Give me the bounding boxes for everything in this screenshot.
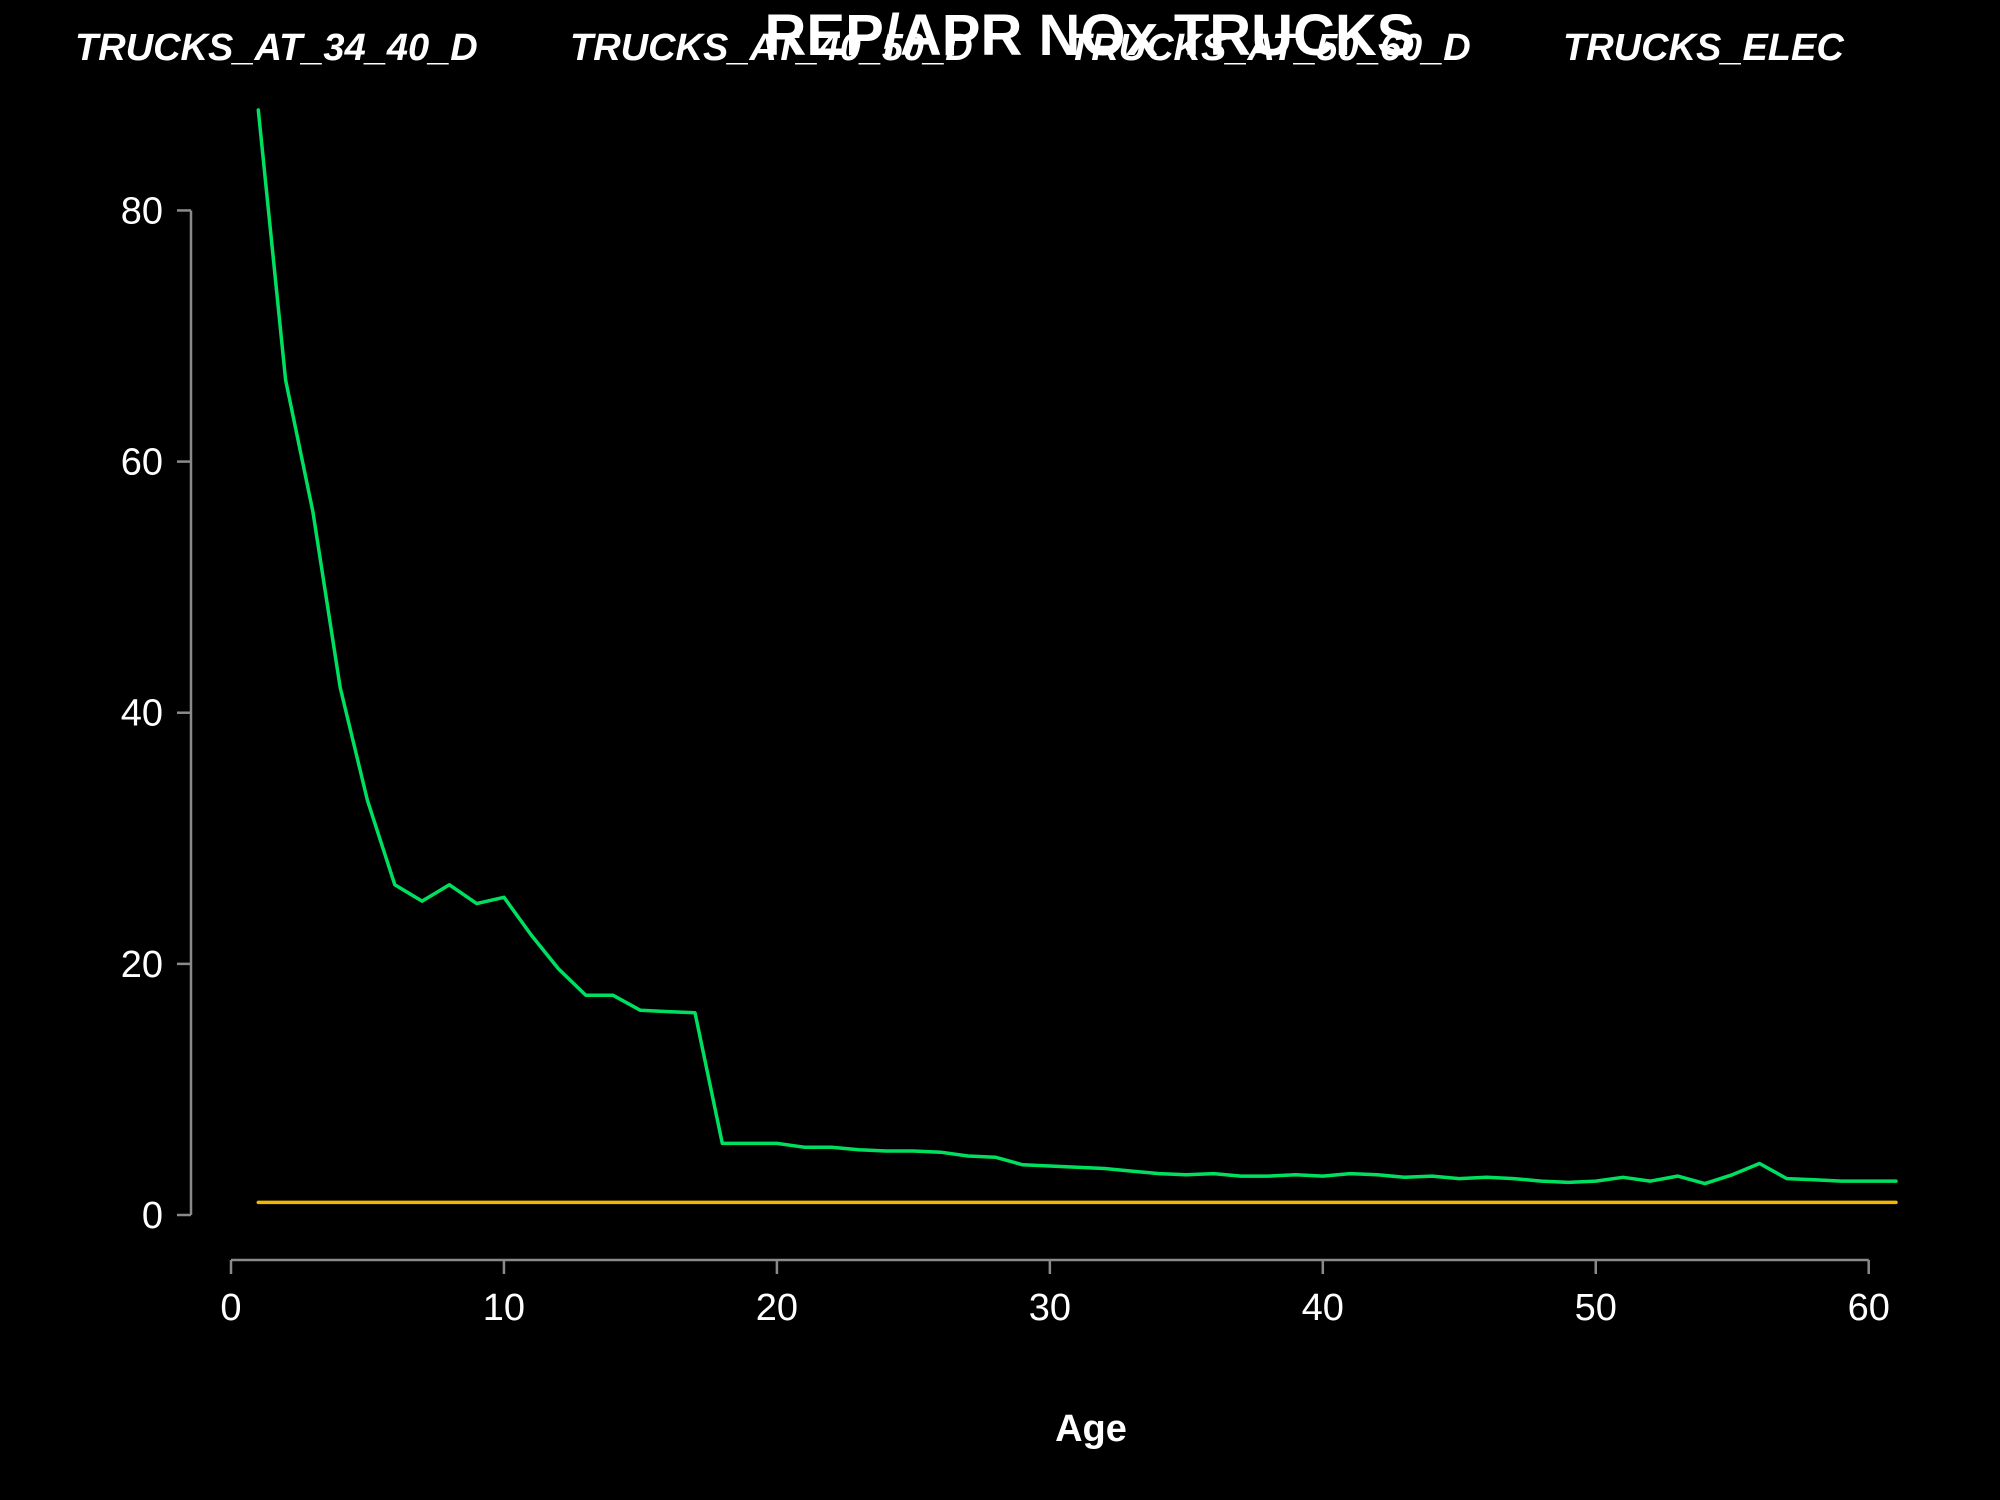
legend-label: TRUCKS_AT_34_40_D bbox=[75, 27, 478, 69]
y-tick-label: 40 bbox=[121, 693, 163, 735]
series-line-1 bbox=[256, 108, 1898, 1186]
x-axis-label: Age bbox=[1055, 1408, 1127, 1450]
y-tick-label: 80 bbox=[121, 190, 163, 232]
legend-label: TRUCKS_AT_50_60_D bbox=[1068, 27, 1471, 69]
y-tick-label: 60 bbox=[121, 442, 163, 484]
x-tick-label: 0 bbox=[220, 1287, 241, 1329]
x-tick-label: 30 bbox=[1029, 1287, 1071, 1329]
legend: TRUCKS_AT_34_40_D TRUCKS_AT_40_50_D TRUCKS… bbox=[75, 27, 1844, 69]
axes: 0 20 40 60 80 0 10 20 30 40 50 60 bbox=[121, 190, 1890, 1329]
x-tick-label: 60 bbox=[1848, 1287, 1890, 1329]
x-tick-label: 20 bbox=[756, 1287, 798, 1329]
y-tick-label: 20 bbox=[121, 944, 163, 986]
y-tick-label: 0 bbox=[142, 1195, 163, 1237]
legend-label: TRUCKS_ELEC bbox=[1563, 27, 1844, 69]
legend-label: TRUCKS_AT_40_50_D bbox=[570, 27, 973, 69]
plot-area bbox=[256, 108, 1898, 1205]
x-tick-label: 50 bbox=[1575, 1287, 1617, 1329]
x-tick-label: 40 bbox=[1302, 1287, 1344, 1329]
x-tick-label: 10 bbox=[483, 1287, 525, 1329]
chart-title: REP/APR NOx TRUCKS bbox=[765, 3, 1416, 68]
